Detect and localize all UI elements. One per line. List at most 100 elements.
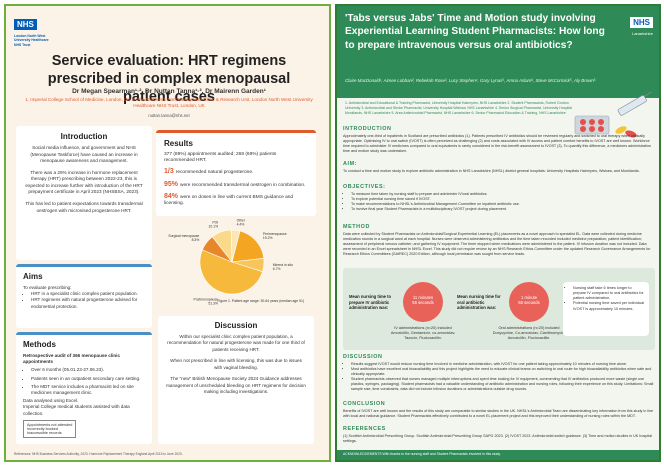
contact-email: nuttan.tanna@nhs.net xyxy=(148,113,190,118)
methods-heading: Methods xyxy=(23,340,56,349)
introduction-heading: Introduction xyxy=(60,132,108,141)
trust-name: London North West University Healthcare … xyxy=(14,34,49,47)
results-section: Mean nursing time to prepare IV antibiot… xyxy=(343,268,655,350)
nhs-lanarkshire-logo: NHS Lanarkshire xyxy=(607,12,653,36)
pie-label: POI 10.1% xyxy=(209,220,219,228)
results-heading: Results xyxy=(164,139,193,148)
discussion-item: Results suggest IVOST would reduce nursi… xyxy=(351,362,655,367)
introduction-paragraph: Social media influence, and government a… xyxy=(30,145,138,164)
aim-text: To conduct a time and motion study to ex… xyxy=(343,169,640,173)
summary-item: Potential nursing time saved per individ… xyxy=(573,301,645,311)
introduction-paragraph: This has led to patient expectations tow… xyxy=(25,201,143,213)
poster-hrt-evaluation: NHS London North West University Healthc… xyxy=(4,4,331,462)
results-text: were on doses in line with current BMS g… xyxy=(164,194,294,207)
nhs-badge: NHS xyxy=(14,19,37,30)
aims-heading: Aims xyxy=(23,272,43,281)
poster-tabs-vs-jabs: 'Tabs versus Jabs' Time and Motion study… xyxy=(335,4,661,462)
results-text: were recommended transdermal oestrogen i… xyxy=(180,182,306,188)
objective-item: To measure time taken by nursing staff t… xyxy=(351,192,655,197)
aims-section: Aims To evaluate prescribing: HRT in a s… xyxy=(16,264,152,328)
discussion-section: Discussion Within our specialist clinic … xyxy=(158,316,314,444)
references: References: NHS Business Services Author… xyxy=(14,452,183,456)
nhs-trust-logo: NHS London North West University Healthc… xyxy=(14,14,84,47)
method-heading: METHOD xyxy=(343,224,370,230)
summary-item: Nursing staff take 6 times longer to pre… xyxy=(573,286,645,301)
results-stat: 1/3 xyxy=(164,168,174,176)
results-text: recommended natural progesterone. xyxy=(175,170,254,176)
pie-label: Postmenopause 51.3% xyxy=(194,298,219,306)
affiliations: 1. Antimicrobial and Educational & Train… xyxy=(345,101,572,115)
discussion-heading: DISCUSSION xyxy=(343,354,383,360)
aims-item: HRT regimens with natural progesterone a… xyxy=(31,297,145,309)
pie-slice-postmenopause xyxy=(199,249,263,295)
pie-slice-perimenopause xyxy=(231,230,265,263)
aim-section: AIM: To conduct a time and motion study … xyxy=(343,161,655,174)
results-section: Results 377 (89%) appointments audited; … xyxy=(156,130,316,216)
pie-label: Other 4.4% xyxy=(237,218,246,226)
authors: Dr Megan Spearman¹·², Dr Nuttan Tanna¹·²… xyxy=(72,88,266,95)
discussion-paragraph: The "new" British Menopause Society 2024… xyxy=(166,376,306,394)
results-summary-bubble: Nursing staff take 6 times longer to pre… xyxy=(563,282,649,336)
references-text: (1) Scottish Antimicrobial Prescribing G… xyxy=(343,434,652,443)
introduction-section: INTRODUCTION Approximately one-third of … xyxy=(343,126,655,154)
methods-list: Over 6 months (05.01.23-27.06.23). Patie… xyxy=(23,367,145,396)
results-stat: 95% xyxy=(164,180,179,188)
legend-item: Incorrectly booked xyxy=(27,426,59,431)
iv-note: IV administrations (n=20) included Amoxi… xyxy=(390,326,456,341)
method-section: METHOD Data were collected by Student Ph… xyxy=(343,224,655,257)
conclusion-heading: CONCLUSION xyxy=(343,401,386,407)
methods-item: The MDT service includes a pharmacist le… xyxy=(31,384,145,396)
results-line: 377 (89%) appointments audited; 268 (69%… xyxy=(164,152,277,164)
references-section: REFERENCES (1) Scottish Antimicrobial Pr… xyxy=(343,426,655,444)
iv-question: Mean nursing time to prepare IV antibiot… xyxy=(349,294,392,311)
discussion-list: Results suggest IVOST would reduce nursi… xyxy=(343,362,655,392)
methods-item: Over 6 months (05.01.23-27.06.23). xyxy=(31,367,145,373)
methods-paragraph: Imperial College medical students assist… xyxy=(23,404,130,416)
results-stat: 84% xyxy=(164,192,179,200)
objectives-heading: OBJECTIVES: xyxy=(343,184,386,190)
introduction-text: Approximately one-third of inpatients in… xyxy=(343,134,652,153)
aims-lead: To evaluate prescribing: xyxy=(23,285,72,290)
pie-label: Mirena in situ 6.7% xyxy=(273,263,293,271)
authors: Claire MacDonald¹, Aimee Lobban², Rebeka… xyxy=(345,78,596,83)
aim-heading: AIM: xyxy=(343,161,358,167)
introduction-paragraph: There was a 29% increase in hormone repl… xyxy=(25,169,143,195)
nhs-badge: NHS xyxy=(630,17,653,28)
references-heading: REFERENCES xyxy=(343,426,386,432)
discussion-item: Most antibiotics have excellent oral bio… xyxy=(351,367,655,377)
iv-time-circle: 11 minutes 55 seconds xyxy=(403,282,443,322)
discussion-paragraph: Within our specialist clinic complex pat… xyxy=(167,334,305,352)
discussion-paragraph: When not prescribed in line with licensi… xyxy=(170,358,302,370)
discussion-section: DISCUSSION Results suggest IVOST would r… xyxy=(343,354,655,392)
introduction-section: Introduction Social media influence, and… xyxy=(16,126,152,260)
objective-item: To involve final year Student Pharmacist… xyxy=(351,207,655,212)
methods-lead: Retrospective audit of 366 menopause cli… xyxy=(23,353,121,365)
results-line: 95% were recommended transdermal oestroge… xyxy=(164,180,308,189)
objective-item: To explore potential nursing time saved … xyxy=(351,197,655,202)
aims-item: HRT in a specialist clinic complex patie… xyxy=(31,291,145,297)
methods-section: Methods Retrospective audit of 366 menop… xyxy=(16,332,152,444)
poster-header: 'Tabs versus Jabs' Time and Motion study… xyxy=(337,6,659,98)
board-name: Lanarkshire xyxy=(632,31,653,36)
poster-title: Service evaluation: HRT regimens prescri… xyxy=(47,53,291,106)
pills-and-syringe-illustration xyxy=(574,92,653,138)
results-line: 1/3 recommended natural progesterone. xyxy=(164,167,308,176)
objective-item: To make recommendations to NHSL's Antimi… xyxy=(351,202,655,207)
conclusion-text: Benefits of IVOST are well known and the… xyxy=(343,409,654,418)
acknowledgements: ACKNOWLEDGEMENTS With thanks to the nurs… xyxy=(337,450,659,460)
poster-title: 'Tabs versus Jabs' Time and Motion study… xyxy=(345,13,605,51)
objectives-list: To measure time taken by nursing staff t… xyxy=(343,192,655,212)
methods-item: Patients seen in an outpatient secondary… xyxy=(31,376,145,382)
introduction-heading: INTRODUCTION xyxy=(343,126,392,132)
conclusion-section: CONCLUSION Benefits of IVOST are well kn… xyxy=(343,401,655,419)
oral-time-circle: 1 minute 55 seconds xyxy=(509,282,549,322)
legend-item: Appointments not attended xyxy=(27,422,73,427)
pie-caption: Figure 1. Patient age range: 30-64 years… xyxy=(217,299,304,303)
discussion-item: Student pharmacists observed that nurses… xyxy=(351,377,655,392)
menopause-status-pie-chart: Perimenopause 19.2% Mirena in situ 6.7% Post… xyxy=(168,218,304,306)
legend-item: Inaccessible records xyxy=(27,430,62,435)
affiliations: 1. Imperial College School of Medicine, … xyxy=(25,97,313,109)
pie-label: Surgical menopause 8.3% xyxy=(168,234,199,242)
aims-list: HRT in a specialist clinic complex patie… xyxy=(23,291,145,310)
objectives-section: OBJECTIVES: To measure time taken by nur… xyxy=(343,184,655,212)
